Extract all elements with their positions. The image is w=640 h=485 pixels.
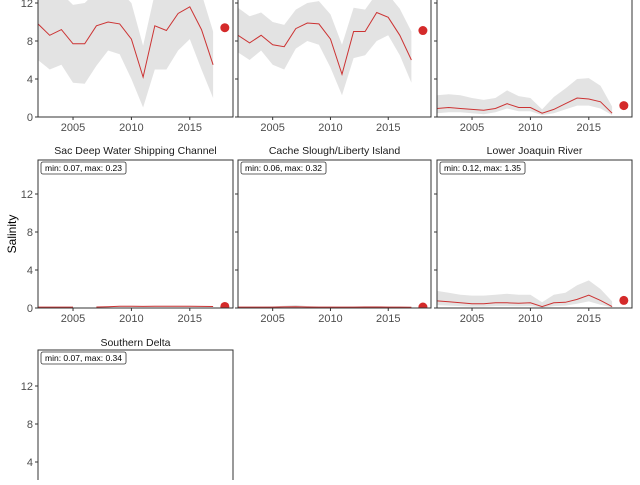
x-tick-label: 2015 [178,313,202,325]
current-year-point [619,101,629,111]
y-tick-label: 12 [21,189,33,201]
min-max-label: min: 0.07, max: 0.23 [40,161,127,175]
x-tick-label: 2005 [61,122,85,134]
x-tick-label: 2005 [460,122,484,134]
x-tick-label: 2010 [518,313,542,325]
panel-4: 0 4 8 12 2005 2010 2015 Sac Deep Water Shipping… [21,145,234,325]
min-max-box [40,351,127,365]
panel-frame [436,0,633,118]
series-line [437,294,613,308]
x-tick-label: 2005 [61,313,85,325]
plot-area [238,302,428,308]
x-tick-label: 2010 [318,313,342,325]
plot-area [437,280,629,308]
panel-frame [237,0,432,118]
panel-frame [37,349,234,485]
panel-1: 0 4 8 12 2005 2010 2015 [21,0,234,134]
plot-area [238,0,428,96]
y-tick-label: 8 [27,36,33,48]
panel-7: 4 8 12 Southern Delta min: 0.07, max: 0.34 [21,337,234,485]
min-max-label: min: 0.07, max: 0.34 [40,351,127,365]
y-tick-label: 4 [27,265,33,277]
panel-frame [37,159,234,309]
y-tick-label: 8 [27,227,33,239]
panel-frame [237,159,432,309]
x-tick-label: 2010 [119,313,143,325]
plot-area [437,78,629,116]
x-tick-label: 2015 [376,122,400,134]
current-year-point [220,301,230,308]
y-axis-title: Salinity [5,215,19,254]
min-max-text: min: 0.06, max: 0.32 [245,163,322,173]
panel-title: Cache Slough/Liberty Island [269,145,400,157]
x-tick-label: 2005 [460,313,484,325]
y-tick-label: 0 [27,303,33,315]
panel-title: Sac Deep Water Shipping Channel [54,145,216,157]
min-max-text: min: 0.12, max: 1.35 [444,163,521,173]
range-band [437,78,613,116]
panel-5: 2005 2010 2015 Cache Slough/Liberty Island m… [235,145,432,325]
current-year-point [220,23,230,33]
min-max-box [439,161,526,175]
range-band [238,0,412,96]
panel-title: Lower Joaquin River [487,145,583,157]
x-tick-label: 2010 [318,122,342,134]
min-max-label: min: 0.06, max: 0.32 [240,161,327,175]
plot-area [38,301,230,308]
panel-frame [436,159,633,309]
y-tick-label: 8 [27,419,33,431]
panel-2: 2005 2010 2015 [235,0,432,134]
min-max-text: min: 0.07, max: 0.23 [45,163,122,173]
x-tick-label: 2010 [518,122,542,134]
y-tick-label: 12 [21,0,33,10]
panel-title: Southern Delta [100,337,170,349]
x-tick-label: 2015 [577,122,601,134]
x-tick-label: 2010 [119,122,143,134]
current-year-point [418,26,428,36]
x-tick-label: 2015 [178,122,202,134]
x-tick-label: 2015 [577,313,601,325]
range-band [437,280,613,308]
series-line [238,306,412,308]
series-line [238,11,412,77]
range-band [38,0,214,108]
x-tick-label: 2005 [260,313,284,325]
series-line [437,97,613,114]
y-tick-label: 0 [27,112,33,124]
min-max-label: min: 0.12, max: 1.35 [439,161,526,175]
panel-frame [37,0,234,118]
series-line [38,6,214,80]
panel-6: 2005 2010 2015 Lower Joaquin River min: 0.12… [434,145,633,325]
current-year-point [418,302,428,308]
panel-3: 2005 2010 2015 [434,0,633,134]
min-max-box [40,161,127,175]
x-tick-label: 2005 [260,122,284,134]
min-max-box [240,161,327,175]
x-tick-label: 2015 [376,313,400,325]
current-year-point [619,295,629,305]
y-tick-label: 12 [21,381,33,393]
plot-area [38,0,230,108]
y-tick-label: 4 [27,74,33,86]
y-tick-label: 4 [27,457,33,469]
series-line [96,305,214,308]
min-max-text: min: 0.07, max: 0.34 [45,353,122,363]
